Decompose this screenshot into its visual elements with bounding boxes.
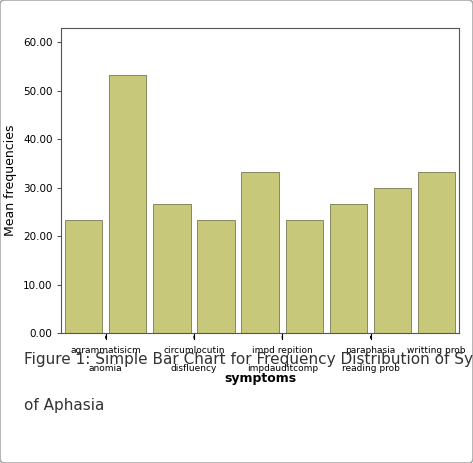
- Y-axis label: Mean frequencies: Mean frequencies: [4, 125, 18, 236]
- Text: circumlocutin: circumlocutin: [163, 345, 225, 355]
- Bar: [241, 172, 279, 333]
- Text: Figure 1: Simple Bar Chart for Frequency Distribution of Symptoms: Figure 1: Simple Bar Chart for Frequency…: [24, 352, 473, 367]
- Text: writting prob: writting prob: [407, 345, 466, 355]
- Text: anomia: anomia: [89, 364, 123, 373]
- Bar: [109, 75, 147, 333]
- Text: disfluency: disfluency: [171, 364, 217, 373]
- Text: reading prob: reading prob: [342, 364, 400, 373]
- Bar: [153, 204, 191, 333]
- Bar: [374, 188, 412, 333]
- Bar: [330, 204, 367, 333]
- Text: of Aphasia: of Aphasia: [24, 398, 104, 413]
- Bar: [418, 172, 455, 333]
- Bar: [65, 220, 102, 333]
- Bar: [286, 220, 323, 333]
- Text: impd repition: impd repition: [252, 345, 313, 355]
- Text: paraphasia: paraphasia: [345, 345, 395, 355]
- Text: impdauditcomp: impdauditcomp: [246, 364, 318, 373]
- Text: agrammatisicm: agrammatisicm: [70, 345, 141, 355]
- X-axis label: symptoms: symptoms: [224, 372, 296, 385]
- Bar: [197, 220, 235, 333]
